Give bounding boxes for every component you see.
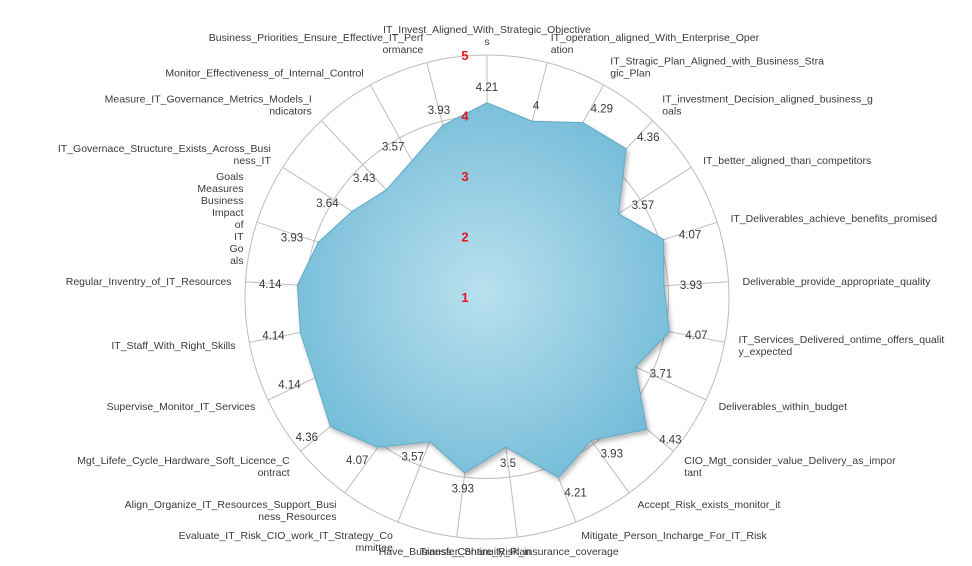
data-label: 3.93 [452, 484, 474, 496]
category-label: Monitor_Effectiveness_of_Internal_Contro… [165, 68, 363, 80]
data-label: 4.14 [259, 279, 282, 291]
data-label: 4.14 [278, 380, 301, 392]
radar-series [296, 102, 670, 479]
category-label: Transfer_Share_Risk_insurance_coverage [419, 546, 618, 558]
category-label: IT_better_aligned_than_competitors [703, 155, 871, 167]
data-label: 4.36 [637, 132, 659, 144]
data-label: 4.21 [476, 82, 498, 94]
data-label: 4.07 [685, 330, 707, 342]
category-label: CIO_Mgt_consider_value_Delivery_as_impor… [684, 455, 896, 479]
category-label: Regular_Inventry_of_IT_Resources [66, 276, 232, 288]
category-label: Deliverable_provide_appropriate_quality [743, 276, 932, 288]
category-label: IT_Deliverables_achieve_benefits_promise… [731, 213, 938, 225]
data-label: 4.36 [296, 432, 318, 444]
tick-label: 1 [461, 290, 468, 305]
category-label: IT_Stragic_Plan_Aligned_with_Business_St… [610, 56, 824, 80]
data-label: 3.93 [601, 448, 623, 460]
data-label: 4.29 [591, 104, 613, 116]
data-label: 4.07 [346, 455, 368, 467]
data-label: 4.21 [564, 487, 586, 499]
category-label: IT_investment_Decision_aligned_business_… [662, 93, 873, 117]
category-label: Align_Organize_IT_Resources_Support_Busi… [125, 499, 337, 523]
category-label: Deliverables_within_budget [719, 401, 847, 413]
data-label: 4 [533, 101, 540, 113]
data-label: 4.43 [659, 435, 681, 447]
category-label: Business_Priorities_Ensure_Effective_IT_… [209, 32, 424, 56]
category-label: IT_Services_Delivered_ontime_offers_qual… [739, 334, 945, 358]
data-label: 3.57 [382, 142, 404, 154]
data-label: 3.93 [680, 280, 702, 292]
data-label: 3.43 [353, 173, 375, 185]
series-area [296, 102, 670, 479]
category-label: Accept_Risk_exists_monitor_it [638, 499, 781, 511]
data-label: 3.57 [402, 451, 424, 463]
category-label: Measure_IT_Governance_Metrics_Models_I nd… [105, 93, 312, 117]
data-label: 3.57 [632, 200, 654, 212]
data-labels: 4.21 4 4.29 4.36 3.57 4.07 3.93 4.07 3.71 4.43 3.9… [259, 82, 708, 500]
radial-axis-ticks: 1 2 3 4 5 [461, 48, 469, 305]
category-label: Supervise_Monitor_IT_Services [107, 401, 256, 413]
data-label: 4.07 [679, 230, 701, 242]
category-label: IT_Governace_Structure_Exists_Across_Bus… [58, 143, 272, 167]
data-label: 3.93 [281, 232, 303, 244]
tick-label: 5 [461, 48, 468, 63]
tick-label: 4 [461, 109, 469, 124]
data-label: 3.71 [650, 369, 672, 381]
category-label: Goals Measures Business Impact of IT Go als [197, 171, 244, 267]
category-labels: IT_Invest_Aligned_With_Strategic_Objecti… [58, 24, 945, 558]
category-label: Evaluate_IT_Risk_CIO_work_IT_Strategy_Co… [179, 530, 393, 554]
tick-label: 3 [461, 169, 468, 184]
data-label: 3.5 [500, 458, 516, 470]
category-label: IT_operation_aligned_With_Enterprise_Ope… [551, 32, 760, 56]
data-label: 3.64 [316, 198, 339, 210]
category-label: Have_Business_Continuity_Plan [379, 546, 532, 558]
data-label: 3.93 [428, 105, 450, 117]
category-label: Mgt_Lifefe_Cycle_Hardware_Soft_Licence_C… [77, 455, 290, 479]
tick-label: 2 [461, 230, 468, 245]
category-label: Mitigate_Person_Incharge_For_IT_Risk [581, 530, 767, 542]
data-label: 4.14 [262, 331, 285, 343]
category-label: IT_Staff_With_Right_Skills [111, 340, 235, 352]
category-label: IT_Invest_Aligned_With_Strategic_Objecti… [383, 24, 591, 48]
